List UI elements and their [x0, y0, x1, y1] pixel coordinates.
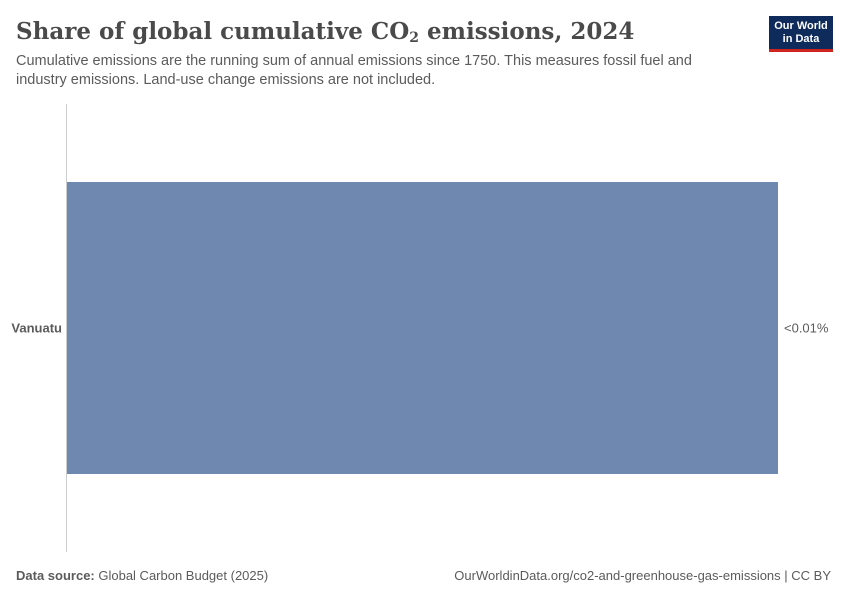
value-label: <0.01% [784, 321, 829, 336]
owid-logo[interactable]: Our World in Data [769, 16, 833, 52]
category-label: Vanuatu [11, 321, 62, 336]
chart-subtitle: Cumulative emissions are the running sum… [16, 53, 692, 88]
source-url[interactable]: OurWorldinData.org/co2-and-greenhouse-ga… [454, 568, 831, 583]
data-source: Data source: Global Carbon Budget (2025) [16, 568, 268, 583]
bar-chart: Vanuatu <0.01% [11, 104, 829, 552]
logo-line-1: Our World [774, 20, 828, 32]
bars-layer: Vanuatu <0.01% [11, 182, 829, 474]
data-source-label: Data source: [16, 568, 95, 583]
data-source-link[interactable]: Global Carbon Budget (2025) [94, 568, 269, 583]
chart-title: Share of global cumulative CO2 emissions… [16, 18, 635, 46]
logo-line-2: in Data [782, 33, 820, 45]
bar-vanuatu[interactable] [67, 182, 778, 474]
